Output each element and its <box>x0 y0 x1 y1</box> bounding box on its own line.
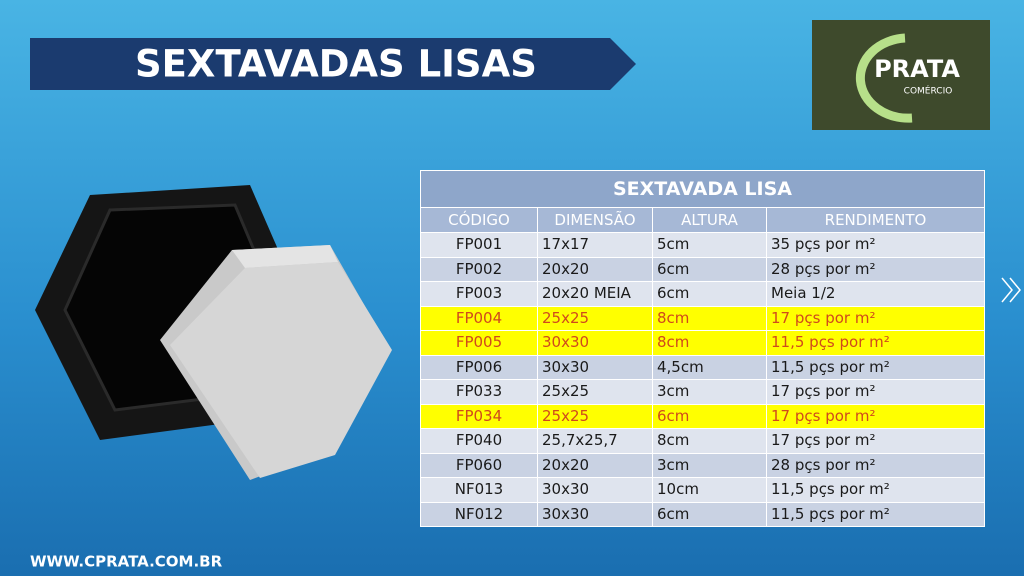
table-row: FP001 17x17 5cm 35 pçs por m² <box>420 232 985 258</box>
table-cell: 28 pçs por m² <box>766 452 985 478</box>
chevron <box>1009 277 1021 303</box>
table-row: FP005 30x30 8cm 11,5 pçs por m² <box>420 330 985 356</box>
table-cell: 25x25 <box>537 305 653 331</box>
slide-title: SEXTAVADAS LISAS <box>135 43 537 86</box>
table-cell: FP004 <box>420 305 538 331</box>
table-row: FP034 25x25 6cm 17 pçs por m² <box>420 403 985 429</box>
header-row: CÓDIGO DIMENSÃO ALTURA RENDIMENTO <box>420 207 985 233</box>
footer-url: WWW.CPRATA.COM.BR <box>30 553 223 571</box>
table-cell: FP001 <box>420 232 538 258</box>
table-cell: 3cm <box>652 452 767 478</box>
table-row: FP002 20x20 6cm 28 pçs por m² <box>420 256 985 282</box>
table-cell: FP034 <box>420 403 538 429</box>
table-cell: 11,5 pçs por m² <box>766 330 985 356</box>
column-header: DIMENSÃO <box>537 207 653 233</box>
logo-subtitle: COMÉRCIO <box>904 85 953 97</box>
table-cell: 25,7x25,7 <box>537 428 653 454</box>
table-cell: FP002 <box>420 256 538 282</box>
table-cell: FP005 <box>420 330 538 356</box>
table-row: FP040 25,7x25,7 8cm 17 pçs por m² <box>420 428 985 454</box>
table-cell: FP040 <box>420 428 538 454</box>
column-header: CÓDIGO <box>420 207 538 233</box>
table-cell: NF012 <box>420 501 538 527</box>
table-cell: 10cm <box>652 477 767 503</box>
table-row: NF013 30x30 10cm 11,5 pçs por m² <box>420 477 985 503</box>
table-cell: 17 pçs por m² <box>766 403 985 429</box>
table-cell: 20x20 <box>537 256 653 282</box>
table-cell: NF013 <box>420 477 538 503</box>
table-row: FP006 30x30 4,5cm 11,5 pçs por m² <box>420 354 985 380</box>
table-cell: 17x17 <box>537 232 653 258</box>
table-row: FP060 20x20 3cm 28 pçs por m² <box>420 452 985 478</box>
table-cell: 6cm <box>652 501 767 527</box>
table-cell: 4,5cm <box>652 354 767 380</box>
table-cell: FP006 <box>420 354 538 380</box>
table-cell: 20x20 MEIA <box>537 281 653 307</box>
block-top <box>232 245 338 268</box>
table-title-row: SEXTAVADA LISA <box>420 170 985 208</box>
table-row: FP033 25x25 3cm 17 pçs por m² <box>420 379 985 405</box>
table-cell: 30x30 <box>537 477 653 503</box>
logo-arc <box>855 33 913 123</box>
table-cell: 30x30 <box>537 330 653 356</box>
table-cell: 8cm <box>652 330 767 356</box>
table-cell: 25x25 <box>537 379 653 405</box>
table-cell: 3cm <box>652 379 767 405</box>
table-cell: FP033 <box>420 379 538 405</box>
table-cell: 11,5 pçs por m² <box>766 354 985 380</box>
table-cell: 6cm <box>652 281 767 307</box>
table-cell: 17 pçs por m² <box>766 305 985 331</box>
table-cell: 11,5 pçs por m² <box>766 477 985 503</box>
table-cell: FP003 <box>420 281 538 307</box>
table-cell: Meia 1/2 <box>766 281 985 307</box>
table-cell: 17 pçs por m² <box>766 428 985 454</box>
table-title: SEXTAVADA LISA <box>420 170 985 208</box>
table-cell: 20x20 <box>537 452 653 478</box>
column-header: ALTURA <box>652 207 767 233</box>
table-cell: 17 pçs por m² <box>766 379 985 405</box>
chevron <box>1001 277 1013 303</box>
table-cell: 30x30 <box>537 501 653 527</box>
table-row: FP003 20x20 MEIA 6cm Meia 1/2 <box>420 281 985 307</box>
table-cell: 5cm <box>652 232 767 258</box>
table-row: NF012 30x30 6cm 11,5 pçs por m² <box>420 501 985 527</box>
table-cell: 6cm <box>652 256 767 282</box>
table-cell: 11,5 pçs por m² <box>766 501 985 527</box>
table-cell: 28 pçs por m² <box>766 256 985 282</box>
table-cell: 8cm <box>652 305 767 331</box>
table-cell: FP060 <box>420 452 538 478</box>
table-cell: 30x30 <box>537 354 653 380</box>
column-header: RENDIMENTO <box>766 207 985 233</box>
block-face <box>170 262 392 478</box>
table-cell: 25x25 <box>537 403 653 429</box>
title-banner <box>30 38 636 90</box>
table-cell: 6cm <box>652 403 767 429</box>
product-table: SEXTAVADA LISA CÓDIGO DIMENSÃO ALTURA RENDI… <box>420 170 985 527</box>
table-cell: 8cm <box>652 428 767 454</box>
table-cell: 35 pçs por m² <box>766 232 985 258</box>
table-row: FP004 25x25 8cm 17 pçs por m² <box>420 305 985 331</box>
logo-name: PRATA <box>874 55 960 83</box>
